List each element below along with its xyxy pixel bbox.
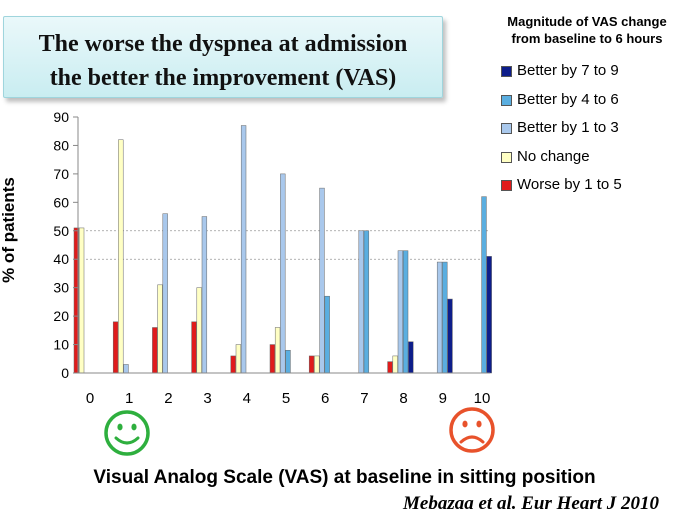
bar-better-by-4-to-6-9 — [442, 261, 448, 374]
bar-worse-by-1-to-5-4 — [230, 355, 236, 374]
legend-title: Magnitude of VAS change from baseline to… — [488, 13, 686, 47]
bar-better-by-1-to-3-8 — [397, 250, 404, 374]
bar-better-by-7-to-9-10 — [486, 256, 492, 374]
bar-worse-by-1-to-5-8 — [387, 361, 393, 374]
legend-title-line-1: Magnitude of VAS change — [507, 14, 667, 29]
legend-title-line-2: from baseline to 6 hours — [511, 31, 663, 46]
bar-better-by-1-to-3-5 — [280, 173, 286, 374]
axis-layer: 0 10 20 30 40 50 60 70 80 90 0 1 2 3 4 5 6 7 8 9 10 — [53, 109, 490, 407]
x-tick-label: 8 — [399, 390, 407, 407]
bar-no-change-6 — [314, 355, 320, 374]
bar-worse-by-1-to-5-1 — [112, 321, 119, 374]
smiley-face-icon — [104, 410, 150, 456]
bar-worse-by-1-to-5-2 — [152, 327, 158, 374]
x-tick-label: 7 — [360, 390, 368, 407]
bar-better-by-1-to-3-4 — [240, 125, 247, 374]
x-tick-label: 6 — [321, 390, 329, 407]
bar-better-by-1-to-3-2 — [162, 213, 168, 374]
legend-swatch — [501, 66, 512, 77]
bar-better-by-7-to-9-9 — [447, 298, 453, 374]
legend-label: Better by 7 to 9 — [517, 62, 619, 79]
citation: Mebazaa et al. Eur Heart J 2010 — [403, 493, 659, 514]
legend-swatch — [501, 123, 512, 134]
x-tick-label: 10 — [474, 390, 491, 407]
legend-swatch — [501, 94, 512, 106]
y-tick-label: 50 — [53, 223, 69, 239]
y-tick-label: 80 — [53, 137, 69, 153]
y-tick-label: 90 — [53, 109, 69, 125]
bar-no-change-3 — [196, 287, 202, 374]
bar-better-by-4-to-6-8 — [402, 250, 409, 374]
bar-better-by-4-to-6-7 — [363, 230, 370, 374]
bar-no-change-4 — [235, 344, 242, 374]
bar-better-by-4-to-6-6 — [324, 295, 330, 374]
y-tick-label: 60 — [53, 194, 69, 210]
bar-better-by-4-to-6-5 — [285, 349, 291, 374]
bar-no-change-1 — [118, 139, 124, 374]
y-tick-label: 30 — [53, 280, 69, 296]
bar-worse-by-1-to-5-3 — [191, 321, 197, 374]
legend-label: Worse by 1 to 5 — [517, 176, 622, 193]
legend-label: Better by 1 to 3 — [517, 119, 619, 136]
x-tick-label: 9 — [439, 390, 447, 407]
bar-better-by-7-to-9-8 — [408, 341, 414, 374]
bar-worse-by-1-to-5-6 — [308, 355, 315, 374]
chart-title-line-1: The worse the dyspnea at admission — [38, 31, 408, 57]
x-axis-label: Visual Analog Scale (VAS) at baseline in… — [93, 467, 596, 488]
legend-label: Better by 4 to 6 — [517, 90, 619, 108]
icon-layer — [104, 407, 495, 456]
y-tick-label: 70 — [53, 166, 69, 182]
bar-no-change-8 — [392, 355, 398, 374]
y-tick-label: 40 — [53, 251, 69, 267]
bar-worse-by-1-to-5-5 — [269, 344, 276, 374]
bar-better-by-1-to-3-7 — [358, 230, 364, 374]
frowning-face-icon — [449, 407, 495, 453]
x-tick-label: 3 — [203, 390, 211, 407]
legend-label: No change — [517, 147, 590, 165]
x-tick-label: 4 — [243, 390, 251, 407]
y-tick-label: 0 — [61, 365, 69, 381]
x-tick-label: 1 — [125, 390, 133, 407]
x-tick-label: 0 — [86, 390, 94, 407]
bar-no-change-5 — [274, 327, 281, 374]
bars-layer — [73, 125, 492, 374]
y-tick-label: 20 — [53, 308, 69, 324]
bar-no-change-2 — [157, 284, 163, 374]
chart-title: The worse the dyspnea at admission the b… — [3, 16, 443, 98]
bar-better-by-1-to-3-3 — [201, 216, 208, 374]
bar-better-by-1-to-3-1 — [123, 364, 129, 374]
x-tick-label: 2 — [164, 390, 172, 407]
legend-swatch — [501, 180, 512, 191]
y-tick-label: 10 — [53, 337, 69, 353]
legend-swatch — [501, 151, 512, 163]
bar-better-by-1-to-3-9 — [436, 261, 443, 374]
bar-no-change-0 — [78, 227, 85, 374]
bar-better-by-4-to-6-10 — [481, 196, 487, 374]
chart-title-line-2: the better the improvement (VAS) — [49, 65, 397, 91]
x-tick-label: 5 — [282, 390, 290, 407]
bar-better-by-1-to-3-6 — [319, 187, 325, 374]
y-axis-label: % of patients — [0, 177, 18, 283]
